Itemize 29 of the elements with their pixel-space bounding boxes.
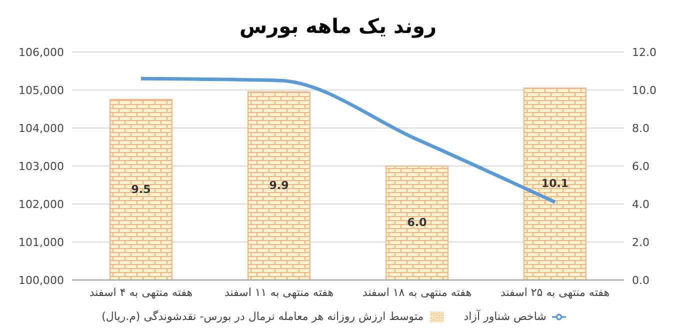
x-tick-label: هفته منتهی به ۱۱ اسفند	[224, 286, 334, 299]
y2-tick-label: 4.0	[632, 198, 650, 211]
y2-tick-label: 6.0	[632, 160, 650, 173]
bar	[386, 166, 448, 280]
y2-tick-label: 0.0	[632, 274, 650, 287]
y-tick-label: 100,000	[18, 274, 64, 287]
data-label: 9.9	[269, 178, 289, 192]
x-tick-label: هفته منتهی به ۴ اسفند	[89, 286, 193, 299]
legend-label: شاخص شناور آزاد	[464, 310, 546, 324]
y2-tick-label: 10.0	[632, 84, 656, 97]
y-tick-label: 102,000	[18, 198, 64, 211]
y-tick-label: 103,000	[18, 160, 64, 173]
y-tick-label: 104,000	[18, 122, 64, 135]
y-tick-label: 105,000	[18, 84, 64, 97]
data-label: 6.0	[407, 216, 428, 230]
y2-tick-label: 12.0	[632, 46, 656, 59]
y2-tick-label: 2.0	[632, 236, 650, 249]
y-tick-label: 101,000	[18, 236, 64, 249]
data-label: 10.1	[541, 177, 569, 190]
y2-tick-label: 8.0	[632, 122, 650, 135]
bar	[110, 99, 172, 280]
x-tick-label: هفته منتهی به ۲۵ اسفند	[500, 286, 610, 299]
bar	[524, 88, 586, 280]
bar	[248, 91, 310, 280]
chart-title: روند یک ماهه بورس	[238, 13, 438, 40]
x-tick-label: هفته منتهی به ۱۸ اسفند	[362, 286, 472, 299]
legend-label: متوسط ارزش روزانه هر معامله نرمال در بورس- نقدشوندگی (م.ریال)	[102, 310, 424, 324]
y-tick-label: 106,000	[18, 46, 64, 59]
data-label: 9.5	[131, 182, 151, 196]
